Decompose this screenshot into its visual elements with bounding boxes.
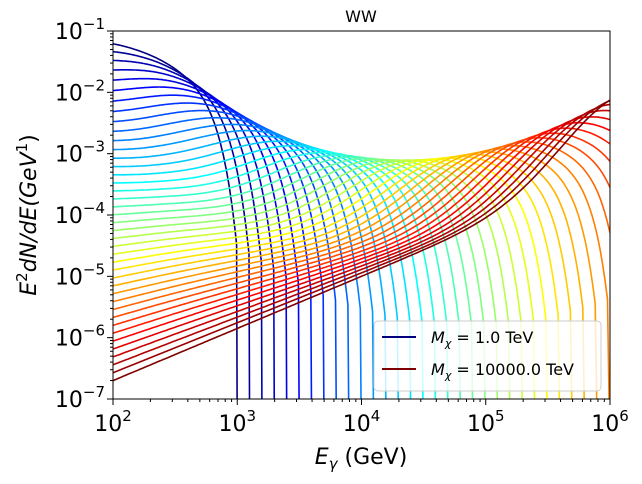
series-line-23 <box>113 159 511 399</box>
series-line-35 <box>113 127 610 334</box>
tick-layer: 102 103 104 105 106 10−7 10−6 10−5 10−4 10−3 10−2 1… <box>55 15 629 437</box>
series-line-7 <box>113 94 313 399</box>
series-line-3 <box>113 59 263 399</box>
x-tick-label-3: 104 <box>343 407 381 437</box>
series-line-37 <box>113 116 610 350</box>
chart-title: WW <box>345 7 377 26</box>
y-tick-label-3: 10−5 <box>55 260 105 290</box>
y-tick-label-4: 10−4 <box>55 199 105 229</box>
series-line-25 <box>113 158 536 399</box>
y-tick-label-2: 10−6 <box>55 322 105 352</box>
y-tick-label-1: 10−7 <box>55 383 105 413</box>
series-line-19 <box>113 156 461 399</box>
x-axis-label: Eγ (GeV) <box>315 445 408 473</box>
legend-box <box>373 320 602 392</box>
series-line-9 <box>113 109 337 399</box>
series-line-38 <box>113 109 610 358</box>
y-tick-label-7: 10−1 <box>55 15 105 45</box>
series-line-34 <box>113 132 610 327</box>
series-line-16 <box>113 148 424 399</box>
series-line-14 <box>113 140 399 399</box>
series-line-10 <box>113 116 350 399</box>
series-layer <box>113 43 610 399</box>
x-tick-label-1: 102 <box>94 407 132 437</box>
x-tick-label-5: 106 <box>591 407 629 437</box>
series-line-11 <box>113 123 362 399</box>
series-line-2 <box>113 50 251 399</box>
series-line-1 <box>113 43 238 399</box>
series-line-15 <box>113 144 412 399</box>
legend-label-2: Mχ = 10000.0 TeV <box>431 360 574 382</box>
series-line-30 <box>113 148 598 399</box>
series-line-40 <box>113 99 610 374</box>
series-line-26 <box>113 157 548 399</box>
series-line-28 <box>113 153 573 399</box>
series-line-31 <box>113 144 610 399</box>
x-tick-label-2: 103 <box>218 407 256 437</box>
series-line-8 <box>113 102 325 399</box>
x-tick-label-4: 105 <box>467 407 505 437</box>
y-tick-label-6: 10−2 <box>55 76 105 106</box>
series-line-41 <box>113 99 610 382</box>
series-line-29 <box>113 151 585 399</box>
series-line-4 <box>113 69 276 399</box>
legend-label-1: Mχ = 1.0 TeV <box>431 328 533 350</box>
series-line-5 <box>113 77 288 399</box>
series-line-39 <box>113 103 610 366</box>
series-line-21 <box>113 158 486 399</box>
series-line-18 <box>113 154 449 399</box>
series-line-36 <box>113 121 610 342</box>
series-line-24 <box>113 159 523 399</box>
y-axis-label: E2dN/dE(GeV1) <box>13 134 42 296</box>
legend: Mχ = 1.0 TeV Mχ = 10000.0 TeV <box>373 320 602 392</box>
series-line-32 <box>113 141 610 311</box>
y-tick-label-5: 10−3 <box>55 138 105 168</box>
series-line-22 <box>113 159 499 399</box>
series-line-17 <box>113 151 437 399</box>
